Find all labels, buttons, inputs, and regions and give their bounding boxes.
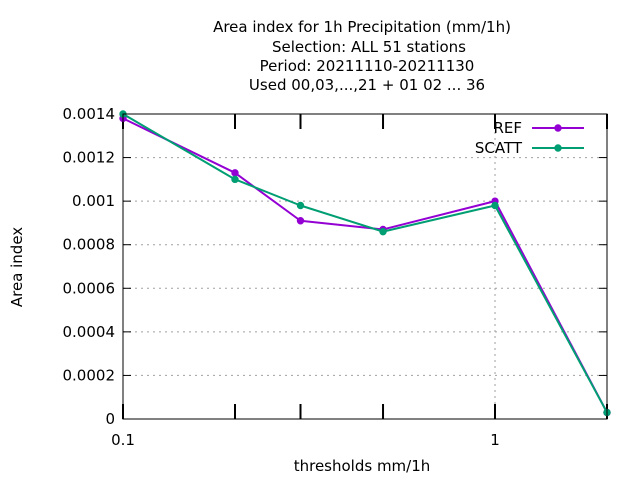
series-line-scatt [122,113,608,414]
series-point-ref-1 [231,169,239,177]
y-tick-label: 0.0014 [63,105,116,123]
y-axis-label: Area index [8,227,26,307]
y-axis-ticks: 0 0.0002 0.0004 0.0006 0.0008 0.001 0.0012 0.00… [63,105,607,428]
x-tick-label: 1 [490,431,500,449]
x-tick-label: 0.1 [111,431,135,449]
y-tick-label: 0.0012 [63,149,116,167]
y-tick-label: 0.0002 [63,366,116,384]
series-point-ref-2 [296,217,305,225]
title-line-4: Used 00,03,...,21 + 01 02 ... 36 [249,76,485,94]
legend-marker-scatt [554,144,562,152]
y-tick-label: 0.0004 [63,323,116,341]
plot-frame [122,113,608,420]
series-line-ref [122,117,608,414]
title-line-2: Selection: ALL 51 stations [272,38,466,56]
y-tick-label: 0 [105,410,115,428]
chart-title: Area index for 1h Precipitation (mm/1h) … [213,18,511,94]
y-tick-label: 0.0006 [63,279,116,297]
series-point-scatt-4 [491,201,499,210]
grid [123,114,607,419]
legend-label-ref: REF [493,119,522,137]
title-line-3: Period: 20211110-20211130 [260,57,475,75]
legend-marker-ref [554,124,562,132]
series-point-scatt-1 [231,175,239,184]
series-point-scatt-2 [296,201,305,210]
x-axis-ticks: 0.1 1 [111,114,608,449]
series-layer [119,110,611,417]
title-line-1: Area index for 1h Precipitation (mm/1h) [213,18,511,36]
legend-label-scatt: SCATT [475,139,523,157]
legend: REF SCATT [475,119,584,157]
x-axis-label: thresholds mm/1h [294,457,431,475]
y-tick-label: 0.0008 [63,236,116,254]
y-tick-label: 0.001 [72,192,115,210]
series-point-scatt-3 [379,227,387,236]
